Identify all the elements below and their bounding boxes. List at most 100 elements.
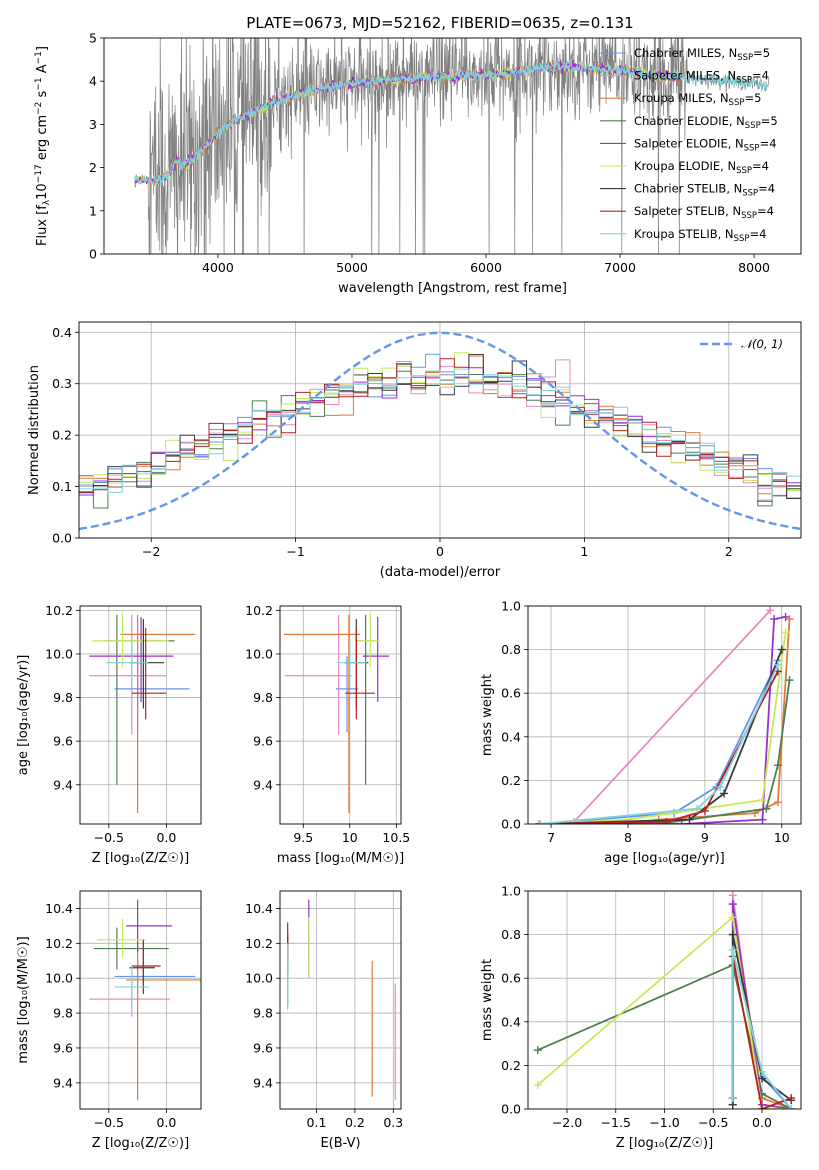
legend-suffix: =4 [757,204,774,218]
legend-suffix: =4 [758,182,775,196]
spectrum-ytick-label: 1 [89,203,97,218]
residuals-panel: −2 −1 0 1 2 0.0 0.1 0.2 0.3 0.4 (data-model)/error… [27,321,802,580]
spectrum-panel: 4000 5000 6000 7000 8000 0 1 2 3 4 5 wavelength [An… [34,31,802,296]
chabrier_stelib-point [777,645,786,654]
kroupa_elodie-point [758,796,767,805]
spectrum-ytick-label: 2 [89,160,97,175]
age_vs_mass-ytick-label: 10.2 [245,603,273,618]
weight_vs_Z-frame [527,890,802,1110]
legend-sub: SSP [741,211,757,221]
legend-suffix: =5 [761,114,778,128]
weight_vs_Z-xtick-label: −1.5 [601,1115,631,1130]
weight_vs_Z-ytick-label: 0.2 [501,1058,521,1073]
mass_vs_Z-xtick-label: 0.0 [156,1115,176,1130]
weight_vs_Z-ytick-label: 0.8 [501,927,521,942]
weight_vs_age-xtick-label: 10 [774,830,790,845]
mass_vs_ebv-panel: 0.1 0.2 0.3 9.4 9.6 9.8 10.0 10.2 10.4 E(B-V) [245,890,403,1151]
spectrum-ytick-label: 0 [89,247,97,262]
residuals-legend: 𝒩(0, 1) [700,337,783,351]
mass_vs_ebv-ytick-label: 9.6 [253,1040,273,1055]
spectrum-ylabel-part: Flux [f [35,205,50,246]
spectrum-xtick-label: 7000 [604,260,636,275]
kroupa_elodie-point [781,628,790,637]
weight_vs_age-ytick-label: 1.0 [501,599,521,614]
spectrum-xtick-label: 6000 [470,260,502,275]
kroupa_stelib-point [728,1094,737,1103]
age_vs_Z-plot-area [80,606,201,824]
salpeter_miles-legend-label: Salpeter MILES, NSSP=4 [634,69,769,86]
figure-title: PLATE=0673, MJD=52162, FIBERID=0635, z=0… [246,14,633,32]
kroupa_elodie-series-line [539,632,787,824]
weight_vs_Z-ylabel: mass weight [480,959,495,1041]
mass_vs_ebv-ytick-label: 10.0 [245,971,273,986]
legend-suffix: =4 [749,227,766,241]
age_vs_Z-xtick-label: 0.0 [156,830,176,845]
residuals-ylabel: Normed distribution [27,365,42,495]
mass_vs_Z-ytick-label: 10.4 [45,901,73,916]
age_vs_mass-ytick-label: 10.0 [245,646,273,661]
spectrum-ylabel-part: 10 [35,183,50,200]
legend-text: Salpeter MILES, N [634,69,736,83]
residuals-ytick-label: 0.1 [52,479,72,494]
weight_vs_age-ytick-label: 0.0 [501,817,521,832]
kroupa_stelib-series-line [731,949,793,1109]
spectrum-xlabel: wavelength [Angstrom, rest frame] [338,281,567,296]
age_vs_mass-xtick-label: 10.5 [382,830,410,845]
legend-suffix: =4 [752,159,769,173]
weight_vs_age-xtick-label: 7 [547,830,555,845]
weight_vs_Z-panel: −2.0 −1.5 −1.0 −0.5 0.0 0.0 0.2 0.4 0.6 0.8 1.0 Z [… [480,884,802,1151]
mass_vs_ebv-ytick-label: 10.2 [245,936,273,951]
weight_vs_age-xlabel: age [log₁₀(age/yr)] [604,851,725,866]
age_vs_Z-ytick-label: 9.6 [53,734,73,749]
residuals-ytick-label: 0.0 [52,531,72,546]
residuals-xtick-label: 2 [725,544,733,559]
normal-legend-label: 𝒩(0, 1) [741,337,783,351]
chabrier_stelib-point [685,815,694,824]
chabrier_elodie-point [533,1046,542,1055]
kroupa_stelib-legend-label: Kroupa STELIB, NSSP=4 [634,227,766,244]
weight_vs_Z-xtick-label: −2.0 [552,1115,582,1130]
age_vs_mass-xtick-label: 9.5 [293,830,313,845]
spectrum-xtick-label: 8000 [738,260,770,275]
observed-spectrum-line [134,38,769,254]
weight_vs_Z-ytick-label: 0.4 [501,1014,521,1029]
residuals-ytick-label: 0.4 [52,325,72,340]
residuals-xlabel: (data-model)/error [380,565,501,580]
spectrum-ylabel-part: λ [42,199,52,205]
age_vs_mass-xtick-label: 10 [342,830,358,845]
spectrum-ylabel-part: erg cm [35,115,50,164]
spectrum-ylabel-part: −1 [34,51,44,64]
age_vs_Z-ytick-label: 9.4 [53,777,73,792]
spectrum-xtick-label: 4000 [202,260,234,275]
normal-curve [79,331,801,531]
weight_vs_age-plot-area [528,606,801,824]
age_vs_Z-ytick-label: 10.2 [45,603,73,618]
salpeter_miles-point [728,891,737,900]
spectrum-ylabel-part: −17 [34,164,44,183]
mass_vs_Z-ytick-label: 9.6 [53,1040,73,1055]
weight_vs_Z-xlabel: Z [log₁₀(Z/Z☉)] [616,1136,713,1151]
salpeter_elodie-point [677,820,686,824]
age_vs_Z-ylabel: age [log₁₀(age/yr)] [16,655,31,776]
chabrier_miles-legend-label: Chabrier MILES, NSSP=5 [634,46,770,63]
residuals-xtick-label: 1 [580,544,588,559]
legend-sub: SSP [736,166,752,176]
mass_vs_Z-ytick-label: 9.4 [53,1075,73,1090]
salpeter_miles-point [766,606,775,615]
kroupa_stelib-point [773,660,782,669]
spectrum-ylabel: Flux [fλ10−17 erg cm−2 s−1 A−1] [34,46,52,246]
kroupa_miles-legend-label: Kroupa MILES, NSSP=5 [634,91,761,108]
chabrier_miles-series-line [539,660,779,824]
mass_vs_ebv-xtick-label: 0.3 [383,1115,403,1130]
kroupa_elodie-legend-label: Kroupa ELODIE, NSSP=4 [634,159,769,176]
legend-sub: SSP [734,234,750,244]
weight_vs_age-ylabel: mass weight [480,674,495,756]
residuals-plot-area [79,322,801,538]
chabrier_elodie-point [773,761,782,770]
kroupa_stelib-model-line [134,58,769,187]
age_vs_mass-ytick-label: 9.8 [253,690,273,705]
spectrum-ytick-label: 5 [89,31,97,46]
chabrier_elodie-point [785,676,794,685]
age_vs_mass-panel: 9.5 10 10.5 9.4 9.6 9.8 10.0 10.2 mass [log₁₀(M/… [245,603,410,866]
